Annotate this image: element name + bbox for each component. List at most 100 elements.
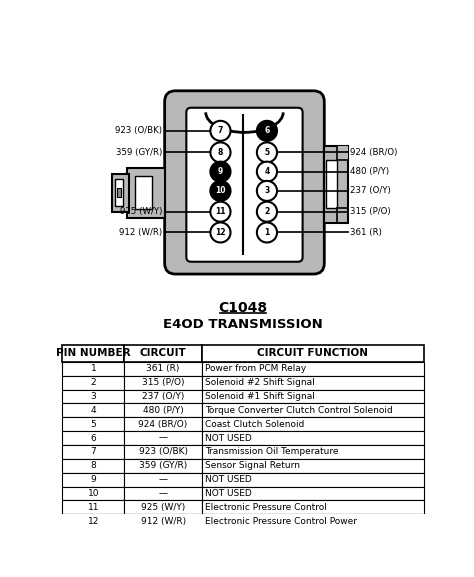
Text: 315 (P/O): 315 (P/O) [350, 207, 391, 216]
Text: 924 (BR/O): 924 (BR/O) [350, 148, 397, 157]
Text: CIRCUIT: CIRCUIT [140, 349, 186, 358]
Text: 12: 12 [215, 228, 226, 237]
Bar [202, 389, 423, 403]
Bar [63, 500, 124, 514]
Text: 7: 7 [91, 447, 96, 456]
Text: Transmission Oil Temperature: Transmission Oil Temperature [205, 447, 338, 456]
Text: —: — [159, 489, 168, 498]
Bar [63, 445, 124, 459]
Bar [124, 445, 202, 459]
Circle shape [210, 143, 230, 162]
Text: 11: 11 [88, 503, 99, 512]
Bar [63, 459, 124, 473]
Bar [63, 403, 124, 417]
Bar [124, 389, 202, 403]
Bar [202, 431, 423, 445]
Text: 5: 5 [91, 419, 96, 429]
Bar [124, 500, 202, 514]
Text: 1: 1 [91, 364, 96, 373]
Bar [202, 473, 423, 486]
Bar [124, 431, 202, 445]
Circle shape [257, 162, 277, 182]
Bar [202, 514, 423, 528]
Circle shape [210, 223, 230, 242]
Text: 4: 4 [91, 406, 96, 415]
Text: 361 (R): 361 (R) [146, 364, 180, 373]
Text: 359 (GY/R): 359 (GY/R) [139, 461, 187, 470]
Bar [63, 376, 124, 389]
Text: NOT USED: NOT USED [205, 489, 252, 498]
Text: —: — [159, 433, 168, 443]
Text: 237 (O/Y): 237 (O/Y) [350, 186, 391, 196]
Bar [63, 514, 124, 528]
Bar [202, 403, 423, 417]
Text: C1048: C1048 [219, 301, 267, 315]
Circle shape [257, 143, 277, 162]
Bar [63, 486, 124, 500]
Text: Electronic Pressure Control: Electronic Pressure Control [205, 503, 327, 512]
Text: 315 (P/O): 315 (P/O) [142, 378, 184, 387]
Circle shape [210, 202, 230, 222]
Bar [326, 160, 337, 208]
Bar [124, 403, 202, 417]
Text: Coast Clutch Solenoid: Coast Clutch Solenoid [205, 419, 304, 429]
Text: 10: 10 [88, 489, 99, 498]
Text: CIRCUIT FUNCTION: CIRCUIT FUNCTION [257, 349, 368, 358]
Text: 2: 2 [91, 378, 96, 387]
Text: 912 (W/R): 912 (W/R) [140, 517, 186, 526]
Bar [63, 345, 124, 362]
Text: E4OD TRANSMISSION: E4OD TRANSMISSION [163, 319, 323, 331]
Text: 359 (GY/R): 359 (GY/R) [116, 148, 162, 157]
Text: 5: 5 [264, 148, 270, 157]
Text: 6: 6 [91, 433, 96, 443]
Bar [202, 445, 423, 459]
Text: Electronic Pressure Control Power: Electronic Pressure Control Power [205, 517, 357, 526]
Text: 9: 9 [218, 167, 223, 176]
Circle shape [257, 223, 277, 242]
Text: 925 (W/Y): 925 (W/Y) [120, 207, 162, 216]
Text: NOT USED: NOT USED [205, 475, 252, 484]
Text: Torque Converter Clutch Control Solenoid: Torque Converter Clutch Control Solenoid [205, 406, 392, 415]
Text: 361 (R): 361 (R) [350, 228, 382, 237]
Circle shape [257, 202, 277, 222]
Circle shape [257, 181, 277, 201]
Bar [117, 188, 121, 197]
Text: 912 (W/R): 912 (W/R) [119, 228, 162, 237]
Text: Sensor Signal Return: Sensor Signal Return [205, 461, 300, 470]
Bar [124, 459, 202, 473]
Circle shape [257, 121, 277, 141]
Text: NOT USED: NOT USED [205, 433, 252, 443]
Text: 923 (O/BK): 923 (O/BK) [138, 447, 188, 456]
Text: —: — [159, 475, 168, 484]
Bar [124, 345, 202, 362]
Bar [124, 417, 202, 431]
Text: 3: 3 [264, 186, 270, 196]
Bar [63, 389, 124, 403]
Bar [202, 417, 423, 431]
Text: 2: 2 [264, 207, 270, 216]
Bar [128, 168, 164, 218]
Text: 11: 11 [215, 207, 226, 216]
Text: 4: 4 [264, 167, 270, 176]
Text: 8: 8 [218, 148, 223, 157]
Text: 8: 8 [91, 461, 96, 470]
Circle shape [210, 121, 230, 141]
Circle shape [210, 181, 230, 201]
Bar [112, 174, 129, 212]
Bar [135, 175, 152, 209]
Text: 924 (BR/O): 924 (BR/O) [138, 419, 188, 429]
FancyBboxPatch shape [164, 91, 324, 274]
Text: 6: 6 [264, 126, 270, 136]
FancyBboxPatch shape [186, 108, 302, 262]
Text: 7: 7 [218, 126, 223, 136]
Text: 237 (O/Y): 237 (O/Y) [142, 392, 184, 401]
Text: 1: 1 [264, 228, 270, 237]
Text: PIN NUMBER: PIN NUMBER [56, 349, 131, 358]
Text: 925 (W/Y): 925 (W/Y) [141, 503, 185, 512]
Bar [124, 473, 202, 486]
Bar [63, 431, 124, 445]
Bar [324, 146, 347, 223]
Text: 9: 9 [91, 475, 96, 484]
Text: 480 (P/Y): 480 (P/Y) [350, 167, 389, 176]
Bar [115, 178, 123, 207]
